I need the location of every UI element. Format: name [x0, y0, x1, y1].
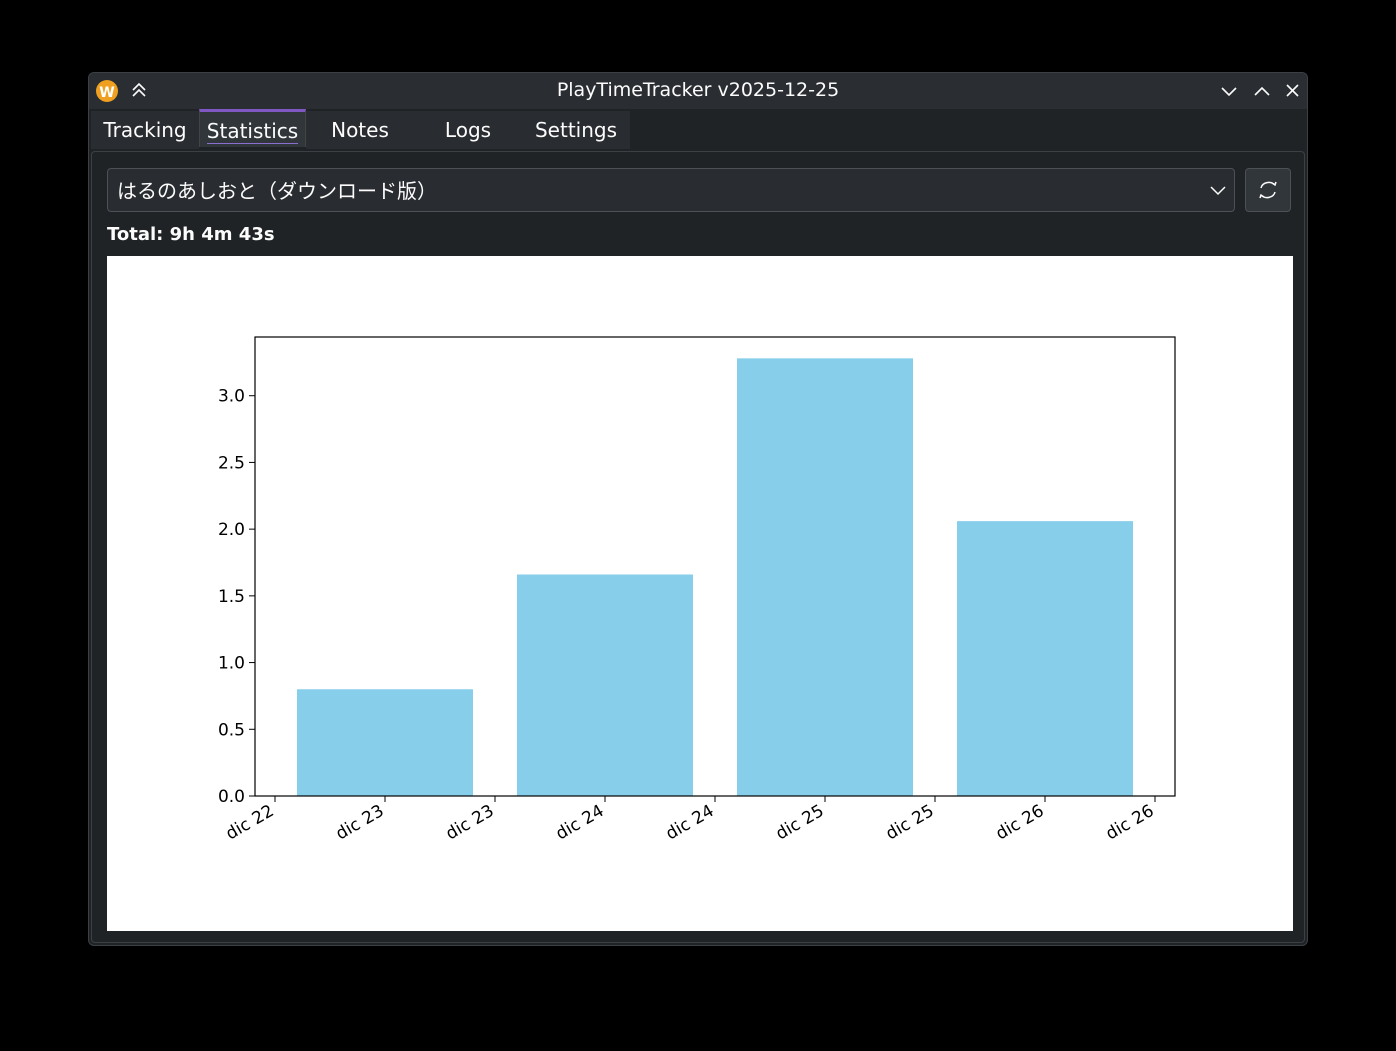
x-tick-label: dic 24 — [553, 801, 608, 844]
y-tick-label: 1.5 — [218, 587, 245, 607]
refresh-button[interactable] — [1245, 168, 1291, 212]
tab-selected[interactable]: Statistics — [199, 109, 306, 147]
y-tick-label: 0.0 — [218, 787, 245, 807]
refresh-icon — [1259, 181, 1277, 199]
tab[interactable]: Tracking — [91, 111, 199, 149]
window: W PlayTimeTracker v2025-12-25 Tracking S… — [88, 72, 1308, 946]
maximize-button[interactable] — [1254, 86, 1270, 96]
y-tick-label: 2.0 — [218, 520, 245, 540]
bar — [737, 358, 913, 796]
total-label: Total: 9h 4m 43s — [107, 224, 275, 245]
x-tick-label: dic 25 — [883, 801, 938, 844]
y-tick-label: 1.0 — [218, 654, 245, 674]
tab[interactable]: Settings — [522, 111, 630, 149]
chart: 0.0 0.5 1.0 1.5 2.0 2.5 3.0 dic 22 dic 23 dic 23 d… — [218, 336, 1176, 844]
x-tick-label: dic 25 — [773, 801, 828, 844]
x-tick-label: dic 22 — [223, 801, 278, 844]
logo-letter: W — [99, 85, 114, 101]
bar — [517, 574, 693, 796]
title-bar: W PlayTimeTracker v2025-12-25 — [89, 73, 1307, 109]
x-tick-label: dic 26 — [993, 801, 1048, 844]
window-buttons — [1221, 84, 1299, 97]
app-icons: W — [96, 80, 146, 102]
minimize-button[interactable] — [1221, 87, 1237, 97]
bar — [957, 521, 1133, 796]
x-tick-label: dic 23 — [333, 801, 388, 844]
dropdown-arrow — [1210, 186, 1226, 196]
close-button[interactable] — [1286, 84, 1299, 97]
window-title: PlayTimeTracker v2025-12-25 — [556, 79, 840, 101]
x-tick-label: dic 23 — [443, 801, 498, 844]
tab-label: Statistics — [206, 119, 299, 144]
y-tick-label: 0.5 — [218, 720, 245, 740]
tab[interactable]: Notes — [306, 111, 414, 149]
x-tick-label: dic 26 — [1103, 801, 1158, 844]
bar — [297, 689, 473, 796]
tab-bar: Tracking Statistics Notes Logs Settings — [89, 109, 1307, 151]
keep-above-icon[interactable] — [132, 82, 146, 97]
x-tick-label: dic 24 — [663, 801, 718, 844]
tab[interactable]: Logs — [414, 111, 522, 149]
app-logo — [96, 80, 118, 102]
axes-frame — [254, 336, 1176, 797]
plot-area: 0.0 0.5 1.0 1.5 2.0 2.5 3.0 dic 22 dic 23 dic 23 d… — [107, 256, 1293, 931]
game-select[interactable]: はるのあしおと（ダウンロード版） — [107, 168, 1235, 212]
game-select-text: はるのあしおと（ダウンロード版） — [117, 179, 437, 203]
y-tick-label: 3.0 — [218, 387, 245, 407]
y-tick-label: 2.5 — [218, 453, 245, 473]
